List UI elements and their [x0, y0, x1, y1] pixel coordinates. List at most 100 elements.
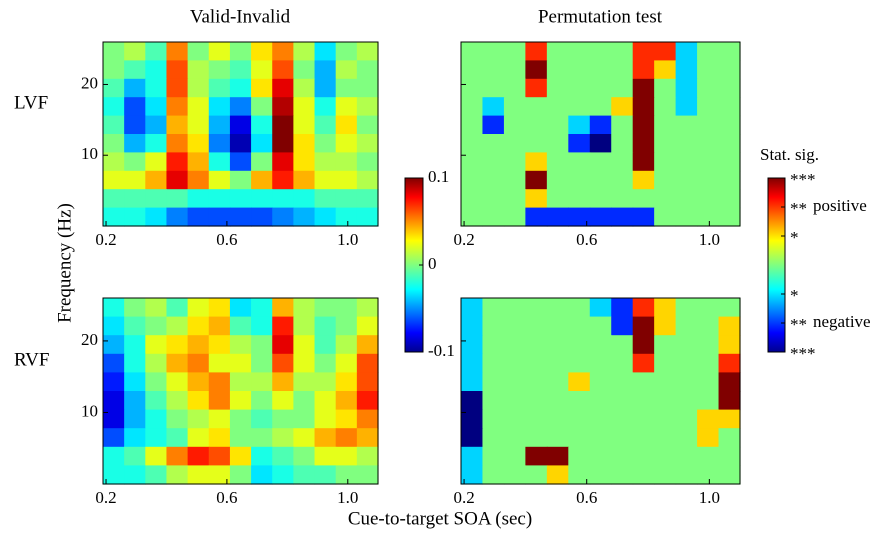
heatmap-cell	[546, 446, 569, 466]
heatmap-cell	[718, 465, 741, 485]
heatmap-cell	[697, 134, 720, 153]
heatmap-cell	[503, 372, 526, 392]
heatmap-cell	[145, 60, 168, 80]
heatmap-cell	[314, 353, 337, 373]
heatmap-cell	[632, 335, 655, 355]
heatmap-cell	[697, 115, 720, 135]
heatmap-cell	[675, 115, 698, 135]
heatmap-cell	[229, 465, 252, 485]
heatmap-cell	[568, 97, 591, 117]
heatmap-cell	[124, 152, 146, 172]
heatmap-cell	[654, 115, 677, 135]
heatmap-cell	[632, 60, 655, 80]
heatmap-cell	[589, 97, 612, 117]
heatmap-cell	[675, 207, 698, 227]
heatmap-cell	[145, 298, 168, 318]
x-tick-label: 0.2	[453, 488, 474, 507]
heatmap-cell	[124, 372, 146, 392]
heatmap-cell	[611, 335, 634, 355]
y-tick-label: 10	[81, 401, 98, 420]
plot-frame	[460, 297, 741, 485]
heatmap-cell	[611, 409, 634, 429]
heatmap-cell	[145, 189, 168, 209]
heatmap-cell	[482, 189, 505, 209]
heatmap-cell	[568, 316, 591, 336]
heatmap-cell	[503, 207, 526, 227]
heatmap-cell	[272, 298, 294, 318]
heatmap-cell	[525, 115, 548, 135]
heatmap-cell	[718, 428, 741, 448]
heatmap-cell	[611, 189, 634, 209]
heatmap-cell	[525, 42, 548, 61]
heatmap-cell	[272, 316, 294, 336]
heatmap-cell	[589, 316, 612, 336]
heatmap-cell	[546, 298, 569, 318]
heatmap-cell	[166, 409, 189, 429]
heatmap-cell	[461, 170, 484, 190]
heatmap-cell	[272, 152, 294, 172]
heatmap-cell	[251, 372, 273, 392]
heatmap-cell	[525, 316, 548, 336]
heatmap-cell	[568, 372, 591, 392]
heatmap-cell	[461, 189, 484, 209]
heatmap-cell	[654, 134, 677, 153]
heatmap-cell	[356, 446, 379, 466]
heatmap-cell	[675, 465, 698, 485]
heatmap-cell	[675, 428, 698, 448]
heatmap-cell	[208, 428, 231, 448]
heatmap-cell	[187, 391, 210, 411]
heatmap-cell	[124, 316, 146, 336]
heatmap-cell	[632, 134, 655, 153]
heatmap-cell	[103, 60, 125, 80]
heatmap-cell	[124, 134, 146, 153]
heatmap-cell	[675, 298, 698, 318]
heatmap-cell	[611, 170, 634, 190]
heatmap-cell	[525, 391, 548, 411]
colorbar-tick-label: 0	[428, 254, 437, 273]
heatmap-cell	[356, 428, 379, 448]
heatmap-cell	[546, 152, 569, 172]
heatmap-cell	[208, 298, 231, 318]
heatmap-cell	[103, 409, 125, 429]
heatmap-cell	[314, 115, 337, 135]
heatmap-cell	[632, 115, 655, 135]
heatmap-cell	[166, 97, 189, 117]
heatmap-cell	[124, 97, 146, 117]
heatmap-cell	[611, 391, 634, 411]
heatmap-cell	[546, 207, 569, 227]
heatmap-cell	[251, 353, 273, 373]
heatmap-cell	[272, 115, 294, 135]
heatmap-cell	[632, 78, 655, 98]
heatmap-cell	[568, 42, 591, 61]
panel-title: Valid-Invalid	[190, 6, 291, 27]
heatmap-cell	[482, 97, 505, 117]
heatmap-cell	[124, 353, 146, 373]
heatmap-cell	[335, 207, 358, 227]
heatmap-cell	[503, 446, 526, 466]
heatmap-cell	[166, 207, 189, 227]
heatmap-cell	[229, 391, 252, 411]
x-tick-label: 0.6	[576, 488, 597, 507]
heatmap-cell	[251, 97, 273, 117]
heatmap-cell	[251, 78, 273, 98]
heatmap-cell	[145, 42, 168, 61]
heatmap-cell	[632, 428, 655, 448]
heatmap-cell	[103, 391, 125, 411]
heatmap-cell	[124, 42, 146, 61]
heatmap-cell	[654, 335, 677, 355]
heatmap-cell	[568, 391, 591, 411]
heatmap-cell	[187, 372, 210, 392]
heatmap-cell	[335, 372, 358, 392]
heatmap-cell	[568, 353, 591, 373]
heatmap-cell	[589, 391, 612, 411]
heatmap-cell	[356, 152, 379, 172]
heatmap-cell	[356, 298, 379, 318]
heatmap-cell	[272, 409, 294, 429]
heatmap-cell	[568, 152, 591, 172]
heatmap-cell	[525, 335, 548, 355]
heatmap-cell	[482, 353, 505, 373]
heatmap-cell	[482, 428, 505, 448]
heatmap-cell	[335, 189, 358, 209]
heatmap-cell	[103, 428, 125, 448]
heatmap-cell	[356, 134, 379, 153]
